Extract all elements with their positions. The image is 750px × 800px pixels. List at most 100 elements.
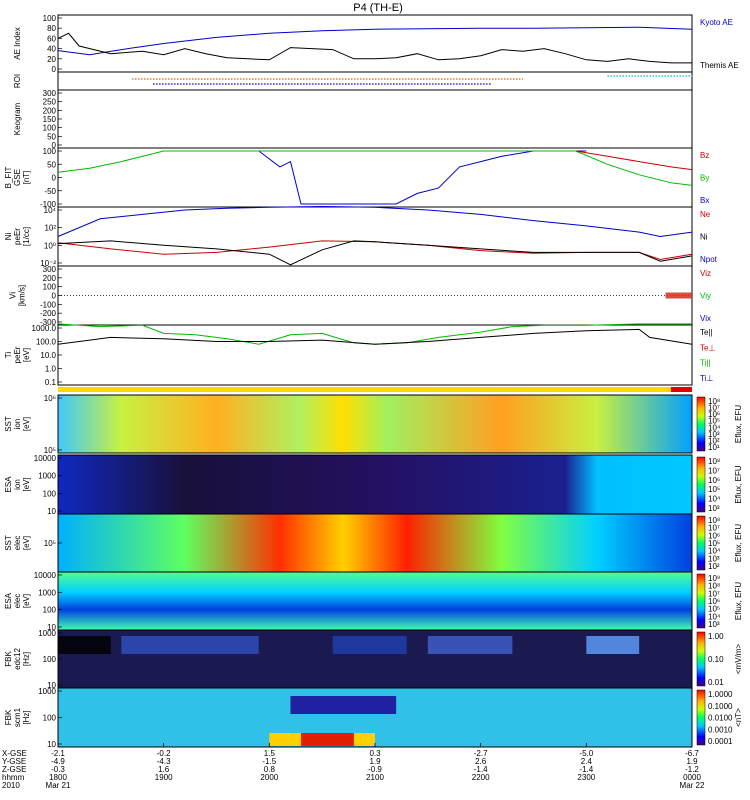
y-tick-label: 100 [43, 489, 57, 498]
colorbar-sst_e [696, 515, 706, 571]
x-tick-label: 0.8 [264, 765, 276, 774]
x-tick-label: -1.2 [685, 765, 699, 774]
y-axis-label-roi: ROI [13, 74, 22, 88]
y-axis-label-kgram: Keogram [13, 102, 22, 135]
x-tick-label: -1.4 [579, 765, 593, 774]
x-tick-label: 2200 [472, 773, 490, 782]
colorbar-tick-label: 10⁷ [708, 589, 720, 598]
series-line-ti- [57, 323, 692, 345]
panel-frame-sst_i [57, 394, 693, 454]
y-tick-label: -200 [40, 309, 57, 318]
y-tick-label: 10.0 [40, 351, 56, 360]
legend-entry: Themis AE [700, 61, 739, 70]
x-tick-label: Mar 21 [46, 781, 71, 790]
x-tick-label: 0.3 [369, 749, 381, 758]
colorbar-tick-label: 10⁶ [708, 597, 720, 606]
y-tick-label: -100 [40, 300, 57, 309]
x-tick-label: 2.6 [475, 757, 487, 766]
series-line-bx [258, 150, 587, 205]
y-tick-label: 1000.0 [32, 324, 57, 333]
x-row-label: Z-GSE [2, 765, 26, 774]
y-axis-label-vi: Vi[km/s] [9, 285, 27, 306]
series-line-ni [57, 240, 693, 266]
x-tick-label: -0.2 [157, 749, 171, 758]
colorbar-tick-label: 10⁷ [708, 466, 720, 475]
legend-entry: Te|| [700, 328, 713, 337]
colorbar-tick-label: 10³ [708, 504, 720, 513]
y-tick-label: 100 [43, 14, 57, 23]
colorbar-tick-label: 10⁵ [708, 539, 720, 548]
panel-frame-ni [57, 206, 693, 267]
y-tick-label: 20 [47, 55, 56, 64]
legend-entry: Ti|| [700, 359, 711, 368]
y-tick-label: 10⁶ [44, 394, 56, 403]
colorbar-esa_e [696, 573, 706, 629]
y-tick-label: 0 [52, 141, 57, 150]
colorbar-fbk_e [696, 631, 706, 687]
y-tick-label: 80 [47, 24, 56, 33]
y-tick-label: 0 [52, 174, 57, 183]
panel-frame-bfit [57, 147, 693, 208]
x-tick-label: 1.5 [264, 749, 276, 758]
legend-entry: Te⊥ [700, 343, 715, 352]
x-tick-label: 2000 [260, 773, 278, 782]
fbk-b-band [290, 696, 397, 714]
colorbar-title: <mV/m> [734, 644, 743, 675]
y-tick-label: 150 [43, 115, 57, 124]
y-tick-label: 0 [52, 292, 57, 301]
spectrogram-sst_i [58, 395, 692, 453]
x-tick-label: 1.9 [686, 757, 698, 766]
colorbar-tick-label: 10⁵ [708, 605, 720, 614]
y-tick-label: 1000 [38, 472, 56, 481]
x-tick-label: -6.7 [685, 749, 699, 758]
x-row-label: Y-GSE [2, 757, 26, 766]
colorbar-title: Eflux, EFU [734, 524, 743, 562]
legend-entry: By [700, 174, 709, 183]
spectrogram-esa_e [58, 572, 692, 630]
colorbar-tick-label: 10⁷ [708, 404, 720, 413]
y-tick-label: 100.0 [36, 338, 57, 347]
series-line-bz [575, 150, 693, 171]
legend-entry: Npot [700, 255, 718, 264]
x-tick-label: -2.7 [474, 749, 488, 758]
mode-bar-fast [670, 387, 692, 392]
y-tick-label: 10 [47, 740, 56, 749]
y-tick-label: 50 [47, 160, 56, 169]
series-line-by [57, 150, 693, 186]
legend-entry: Viy [700, 292, 711, 301]
y-axis-label-esa_e: ESAelec[eV] [4, 592, 31, 609]
x-tick-label: -4.9 [51, 757, 65, 766]
spectrogram-esa_i [58, 455, 692, 514]
legend-entry: Vix [700, 314, 711, 323]
y-tick-label: -300 [40, 318, 57, 327]
colorbar-tick-label: 10⁸ [708, 582, 720, 591]
colorbar-tick-label: 10² [708, 562, 720, 571]
x-tick-label: 1.6 [158, 765, 170, 774]
y-tick-label: 10⁰ [44, 241, 56, 250]
colorbar-tick-label: 10¹ [708, 443, 720, 452]
colorbar-tick-label: 10³ [708, 620, 720, 629]
fbk-e-band [427, 636, 513, 654]
y-tick-label: 100 [43, 714, 57, 723]
y-axis-label-ae: AE Index [13, 27, 22, 59]
y-axis-label-ti: TipeEr[eV] [4, 346, 31, 363]
panel-ti: TipeEr[eV] 1000.0 100.0 10.0 1.0 0.1 Te|| Te⊥ Ti… [4, 324, 715, 387]
x-tick-label: -0.3 [51, 765, 65, 774]
colorbar-tick-label: 10³ [708, 430, 720, 439]
x-tick-label: 2100 [366, 773, 384, 782]
colorbar-tick-label: 0.0001 [708, 737, 733, 746]
colorbar-tick-label: 0.0010 [708, 725, 733, 734]
y-tick-label: 50 [47, 132, 56, 141]
y-tick-label: 100 [43, 655, 57, 664]
series-line-kyoto-ae [57, 26, 693, 56]
colorbar-tick-label: 10⁵ [708, 485, 720, 494]
colorbar-tick-label: 0.10 [708, 655, 724, 664]
colorbar-title: Eflux, EFU [734, 582, 743, 620]
legend-entry: Ti⊥ [700, 374, 713, 383]
x-tick-label: 1.9 [369, 757, 381, 766]
legend-entry: Viz [700, 269, 711, 278]
y-tick-label: -50 [44, 187, 56, 196]
panel-frame-vi [57, 265, 693, 326]
